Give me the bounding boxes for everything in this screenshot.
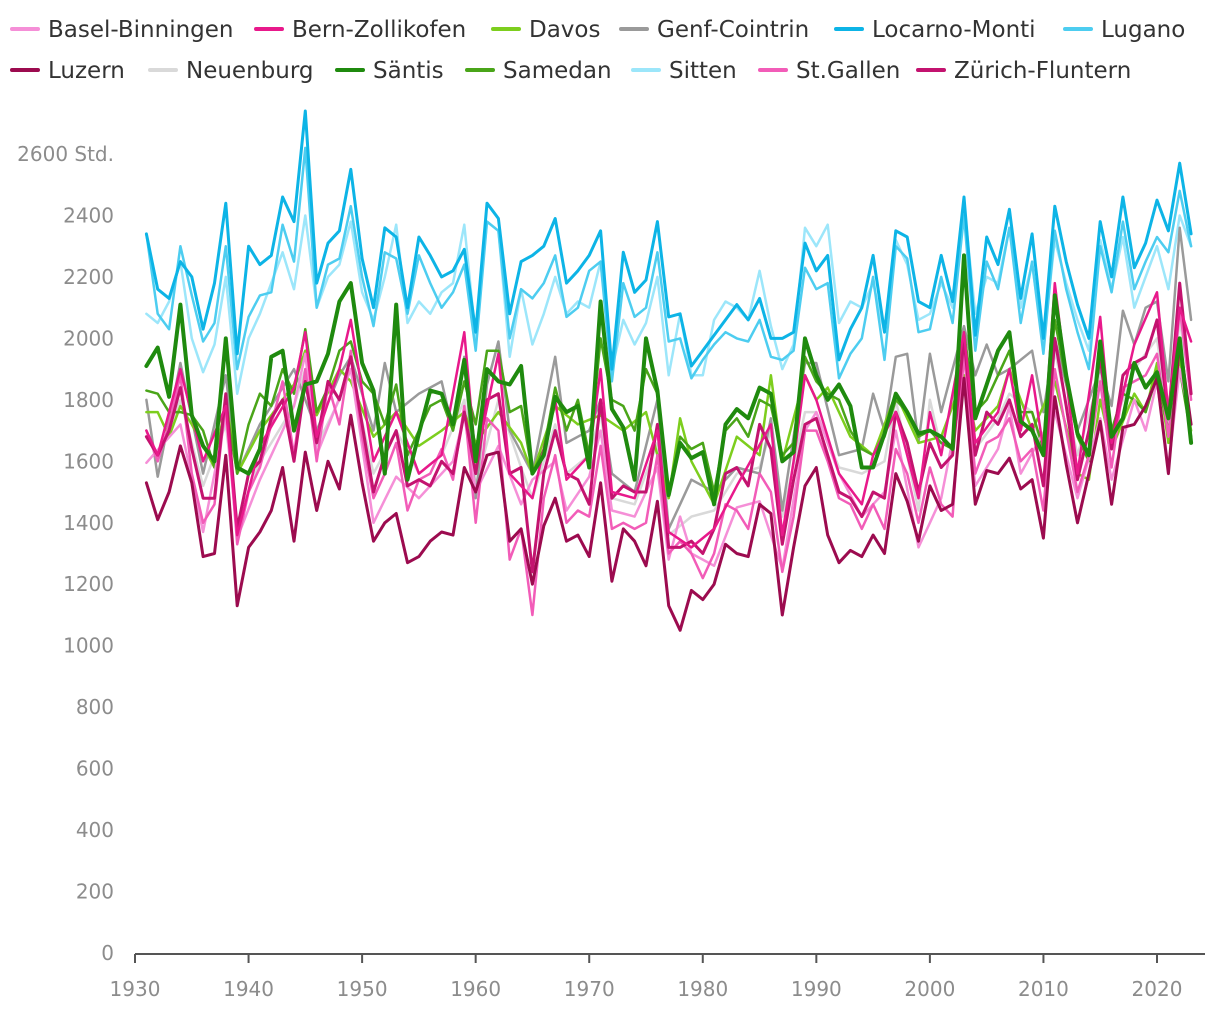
legend-label: Locarno-Monti (872, 17, 1036, 43)
legend-label: Lugano (1101, 17, 1185, 43)
legend-item-bern-zollikofen[interactable]: Bern-Zollikofen (254, 17, 466, 43)
y-tick-label: 1000 (63, 634, 114, 658)
legend-item-genf-cointrin[interactable]: Genf-Cointrin (619, 17, 809, 43)
series-line-locarno-monti (144, 109, 1193, 371)
series-line-st-gallen (145, 306, 1193, 617)
x-tick-label: 2000 (904, 977, 955, 1001)
legend-item-lugano[interactable]: Lugano (1063, 17, 1185, 43)
y-tick-label: 1200 (63, 572, 114, 596)
legend-label: Samedan (503, 58, 612, 84)
legend-label: Säntis (373, 58, 444, 84)
legend-label: Sitten (669, 58, 737, 84)
legend: Basel-Binningen Bern-Zollikofen Davos Genf-… (10, 17, 1185, 84)
x-tick-label: 1930 (110, 977, 161, 1001)
y-axis: 0 200 400 600 800 1000 1200 1400 1600 1800 2000 220… (17, 142, 114, 965)
y-tick-label: 800 (76, 695, 114, 719)
y-tick-label: 2000 (63, 326, 114, 350)
legend-item-zurich-fluntern[interactable]: Zürich-Fluntern (916, 58, 1131, 84)
x-tick-label: 2010 (1018, 977, 1069, 1001)
y-tick-label: 0 (101, 941, 114, 965)
legend-label: Neuenburg (186, 58, 314, 84)
series-line-santis (144, 253, 1194, 507)
legend-label: Zürich-Fluntern (954, 58, 1131, 84)
legend-item-st-gallen[interactable]: St.Gallen (758, 58, 900, 84)
legend-item-locarno-monti[interactable]: Locarno-Monti (834, 17, 1036, 43)
legend-item-davos[interactable]: Davos (491, 17, 600, 43)
x-tick-label: 1990 (791, 977, 842, 1001)
x-tick-label: 1940 (223, 977, 274, 1001)
y-tick-label: 400 (76, 818, 114, 842)
legend-label: Davos (529, 17, 600, 43)
legend-item-basel-binningen[interactable]: Basel-Binningen (10, 17, 234, 43)
series-layer (144, 109, 1194, 632)
x-tick-label: 1970 (564, 977, 615, 1001)
x-tick-label: 2020 (1132, 977, 1183, 1001)
y-unit-tick-label: 2600 Std. (17, 142, 114, 166)
series-line-lugano (145, 146, 1193, 383)
series-line-bern-zollikofen (145, 281, 1193, 549)
legend-item-neuenburg[interactable]: Neuenburg (148, 58, 314, 84)
y-tick-label: 2400 (63, 203, 114, 227)
legend-label: Bern-Zollikofen (292, 17, 466, 43)
legend-label: Luzern (48, 58, 125, 84)
y-tick-label: 600 (76, 757, 114, 781)
legend-item-sitten[interactable]: Sitten (631, 58, 737, 84)
x-tick-label: 1980 (677, 977, 728, 1001)
y-tick-label: 2200 (63, 265, 114, 289)
series-line-luzern (144, 340, 1193, 632)
y-tick-label: 1600 (63, 449, 114, 473)
x-tick-label: 1950 (337, 977, 388, 1001)
legend-label: Genf-Cointrin (657, 17, 809, 43)
legend-label: St.Gallen (796, 58, 900, 84)
x-tick-label: 1960 (450, 977, 501, 1001)
legend-item-santis[interactable]: Säntis (335, 58, 444, 84)
legend-label: Basel-Binningen (48, 17, 234, 43)
legend-item-luzern[interactable]: Luzern (10, 58, 125, 84)
y-tick-label: 1800 (63, 388, 114, 412)
legend-item-samedan[interactable]: Samedan (465, 58, 612, 84)
y-tick-label: 1400 (63, 511, 114, 535)
x-axis: 1930 1940 1950 1960 1970 1980 1990 2000 2010 2020 (110, 953, 1205, 1001)
y-tick-label: 200 (76, 880, 114, 904)
